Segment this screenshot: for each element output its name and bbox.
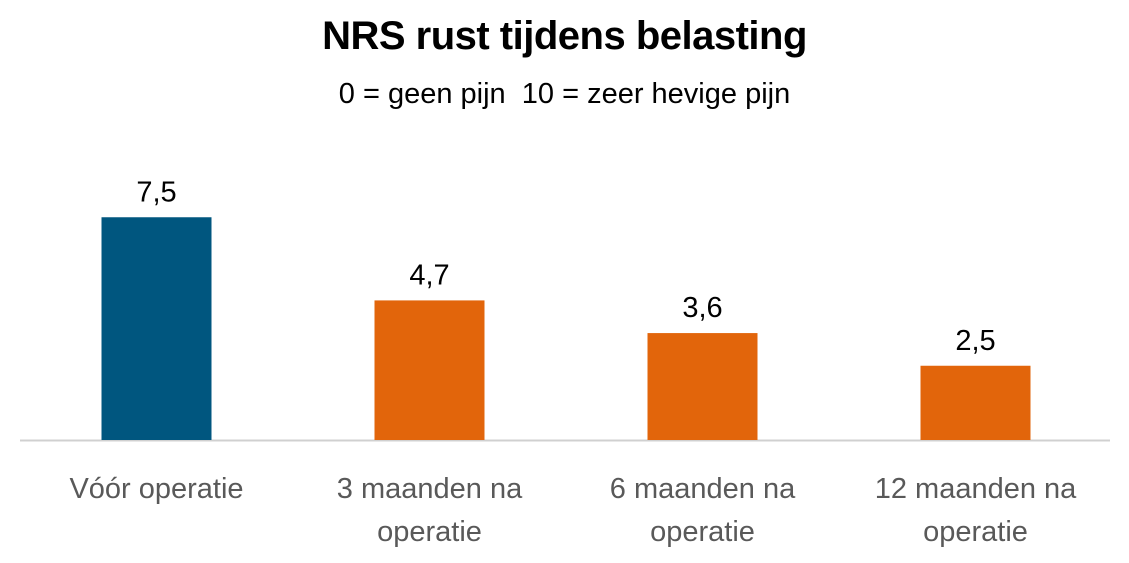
category-label-line: operatie	[377, 516, 482, 548]
bar-2	[647, 333, 758, 440]
category-label-line: operatie	[923, 516, 1028, 548]
chart-title: NRS rust tijdens belasting	[322, 14, 807, 58]
category-label-line: 12 maanden na	[875, 473, 1077, 505]
data-label-2: 3,6	[682, 292, 722, 324]
bar-1	[374, 300, 485, 440]
bar-3	[920, 365, 1031, 440]
category-label-line: 3 maanden na	[337, 473, 523, 505]
data-label-0: 7,5	[136, 176, 176, 208]
category-label-line: operatie	[650, 516, 755, 548]
data-label-1: 4,7	[409, 259, 449, 291]
category-label-2: 6 maanden na operatie	[610, 473, 796, 548]
category-label-3: 12 maanden na operatie	[875, 473, 1077, 548]
data-label-3: 2,5	[955, 325, 995, 357]
category-label-line: Vóór operatie	[69, 473, 243, 505]
category-label-line: 6 maanden na	[610, 473, 796, 505]
bar-0	[101, 217, 212, 440]
chart-subtitle: 0 = geen pijn 10 = zeer hevige pijn	[338, 78, 791, 110]
category-label-0: Vóór operatie	[69, 473, 243, 505]
category-label-1: 3 maanden na operatie	[337, 473, 523, 548]
